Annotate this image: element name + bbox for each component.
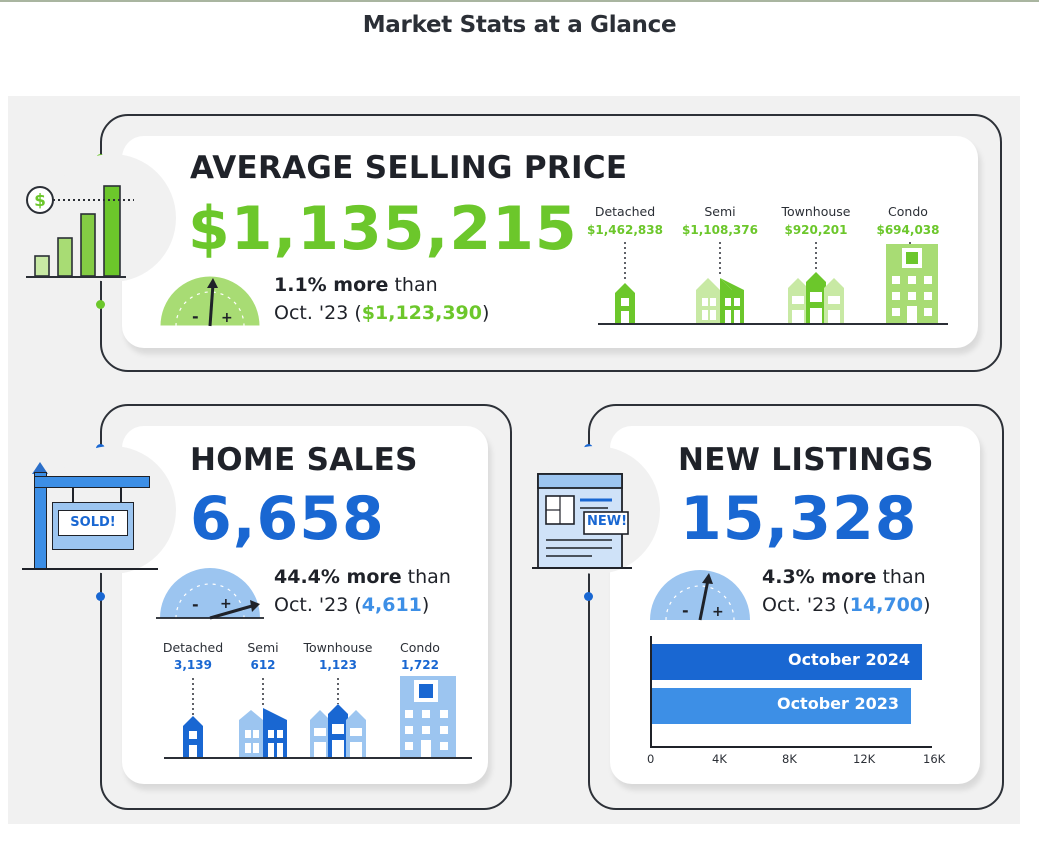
sales-change: 44.4% more than Oct. '23 (4,611) <box>274 563 451 619</box>
sales-compare-value: 4,611 <box>361 594 422 616</box>
sales-type-value: 612 <box>250 658 276 672</box>
price-change-bold: 1.1% more <box>274 274 389 296</box>
sales-value: 6,658 <box>190 484 385 554</box>
svg-text:-: - <box>192 595 199 614</box>
price-type-value: $1,108,376 <box>682 223 758 237</box>
chart-tick-label: 8K <box>782 752 797 766</box>
sales-frame <box>100 404 512 810</box>
semi-house-icon <box>696 278 744 324</box>
sales-heading: HOME SALES <box>190 442 418 478</box>
price-type-value: $920,201 <box>784 223 848 237</box>
chart-bar: October 2024 <box>652 644 922 680</box>
condo-icon <box>886 244 938 324</box>
chart-bar-label: October 2024 <box>787 650 910 669</box>
sales-type-value: 3,139 <box>174 658 212 672</box>
price-type-value: $694,038 <box>876 223 940 237</box>
listings-heading: NEW LISTINGS <box>678 442 934 478</box>
listings-chart: October 2024 October 2023 0 4K 8K 12K 16… <box>647 636 950 776</box>
price-type-label: Semi <box>704 204 736 219</box>
svg-text:+: + <box>712 604 724 620</box>
frame-dot <box>584 592 593 601</box>
dollar-chart-icon: $ <box>26 185 134 278</box>
semi-house-icon <box>239 708 287 758</box>
sales-change-bold: 44.4% more <box>274 566 402 588</box>
price-change: 1.1% more than Oct. '23 ($1,123,390) <box>274 271 489 327</box>
chart-bar-label: October 2023 <box>776 694 899 713</box>
listings-change: 4.3% more than Oct. '23 (14,700) <box>762 563 931 619</box>
townhouse-icon <box>310 704 366 758</box>
gauge-icon: - + <box>156 568 264 620</box>
listing-new-badge: NEW! <box>586 514 628 529</box>
price-type-label: Detached <box>594 204 656 219</box>
sold-sign-text: SOLD! <box>58 510 128 536</box>
chart-tick-label: 4K <box>712 752 727 766</box>
townhouse-icon <box>788 272 844 324</box>
listings-value: 15,328 <box>680 484 918 554</box>
sold-sign-icon: SOLD! <box>22 462 158 570</box>
price-value: $1,135,215 <box>188 194 578 264</box>
top-divider <box>0 0 1039 2</box>
house-icon <box>615 283 635 324</box>
chart-axis <box>650 636 652 748</box>
sales-compare-suffix: ) <box>421 594 430 616</box>
house-icon <box>183 716 203 758</box>
gauge-icon: - + <box>650 570 750 621</box>
gauge-icon: - + <box>159 276 261 327</box>
chart-tick-label: 16K <box>923 752 946 766</box>
listing-document-icon <box>532 473 632 569</box>
listings-change-bold: 4.3% more <box>762 566 877 588</box>
frame-dot <box>96 592 105 601</box>
svg-text:-: - <box>682 601 689 620</box>
price-houses-illustration <box>598 242 948 325</box>
price-compare-suffix: ) <box>482 302 490 324</box>
svg-text:$: $ <box>34 191 46 211</box>
sales-type-label: Condo <box>400 640 440 655</box>
sales-type-label: Townhouse <box>303 640 373 655</box>
svg-text:-: - <box>192 307 199 326</box>
listings-compare-prefix: Oct. '23 ( <box>762 594 850 616</box>
sales-change-rest: than <box>401 566 451 588</box>
listings-frame <box>588 404 1004 810</box>
page-title: Market Stats at a Glance <box>362 12 677 38</box>
chart-tick-label: 0 <box>647 752 655 766</box>
price-type-value: $1,462,838 <box>587 223 663 237</box>
sales-type-value: 1,123 <box>319 658 357 672</box>
sales-type-value: 1,722 <box>401 658 439 672</box>
price-compare-prefix: Oct. '23 ( <box>274 302 362 324</box>
price-change-rest: than <box>388 274 438 296</box>
sales-compare-prefix: Oct. '23 ( <box>274 594 362 616</box>
listings-change-rest: than <box>876 566 926 588</box>
sales-houses-illustration <box>164 676 472 759</box>
listings-compare-suffix: ) <box>923 594 931 616</box>
frame-dot <box>96 300 105 309</box>
sales-type-label: Semi <box>247 640 279 655</box>
chart-bar: October 2023 <box>652 688 911 724</box>
price-type-label: Condo <box>888 204 928 219</box>
svg-text:+: + <box>221 310 233 326</box>
svg-text:+: + <box>220 596 232 612</box>
chart-baseline <box>650 746 932 748</box>
price-heading: AVERAGE SELLING PRICE <box>190 150 628 186</box>
sales-type-label: Detached <box>162 640 224 655</box>
infographic: $ AVERAGE SELLING PRICE $1,135,215 - + 1… <box>8 96 1020 824</box>
condo-icon <box>400 676 456 758</box>
price-compare-value: $1,123,390 <box>361 302 482 324</box>
listings-compare-value: 14,700 <box>849 594 924 616</box>
chart-tick-label: 12K <box>853 752 876 766</box>
price-type-label: Townhouse <box>781 204 851 219</box>
